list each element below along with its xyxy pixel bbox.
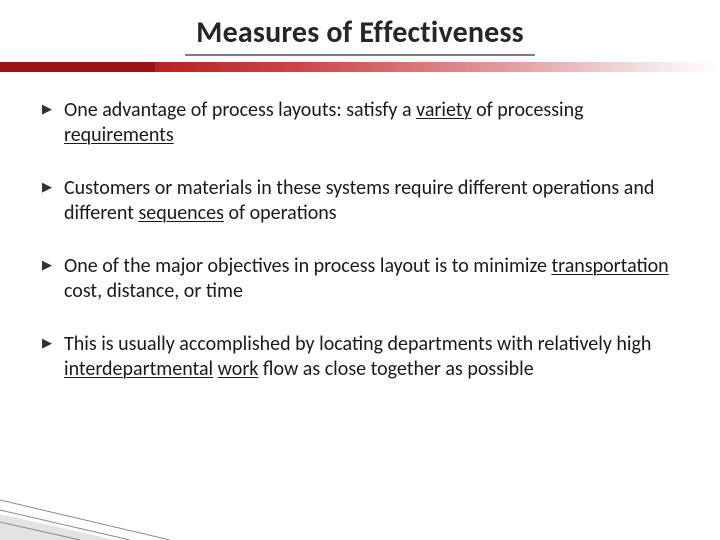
bullet-marker-icon: ▶ xyxy=(42,98,64,116)
text-run: of operations xyxy=(224,201,337,225)
bullet-marker-icon: ▶ xyxy=(42,332,64,350)
list-item: ▶ Customers or materials in these system… xyxy=(42,176,680,226)
list-item: ▶ One advantage of process layouts: sati… xyxy=(42,98,680,148)
accent-rule xyxy=(0,62,720,72)
bullet-text: One advantage of process layouts: satisf… xyxy=(64,98,680,148)
slide: Measures of Effectiveness ▶ One advantag… xyxy=(0,0,720,540)
text-run: cost, distance, or time xyxy=(64,279,243,303)
text-run: This is usually accomplished by locating… xyxy=(64,332,651,356)
bullet-text: This is usually accomplished by locating… xyxy=(64,332,680,382)
underlined-text: interdepartmental xyxy=(64,357,213,381)
bullet-marker-icon: ▶ xyxy=(42,254,64,272)
text-run: of processing xyxy=(472,98,584,122)
list-item: ▶ This is usually accomplished by locati… xyxy=(42,332,680,382)
underlined-text: variety xyxy=(416,98,471,122)
bullet-text: One of the major objectives in process l… xyxy=(64,254,680,304)
list-item: ▶ One of the major objectives in process… xyxy=(42,254,680,304)
underlined-text: sequences xyxy=(138,201,223,225)
underlined-text: transportation xyxy=(551,254,668,278)
bullet-text: Customers or materials in these systems … xyxy=(64,176,680,226)
text-run: One advantage of process layouts: satisf… xyxy=(64,98,416,122)
text-run: flow as close together as possible xyxy=(258,357,533,381)
bullet-marker-icon: ▶ xyxy=(42,176,64,194)
underlined-text: work xyxy=(218,357,259,381)
slide-title: Measures of Effectiveness xyxy=(0,14,720,51)
text-run: One of the major objectives in process l… xyxy=(64,254,551,278)
underlined-text: requirements xyxy=(64,123,174,147)
title-underline xyxy=(185,54,535,56)
bullet-list: ▶ One advantage of process layouts: sati… xyxy=(42,98,680,410)
corner-accent-icon xyxy=(0,490,180,540)
